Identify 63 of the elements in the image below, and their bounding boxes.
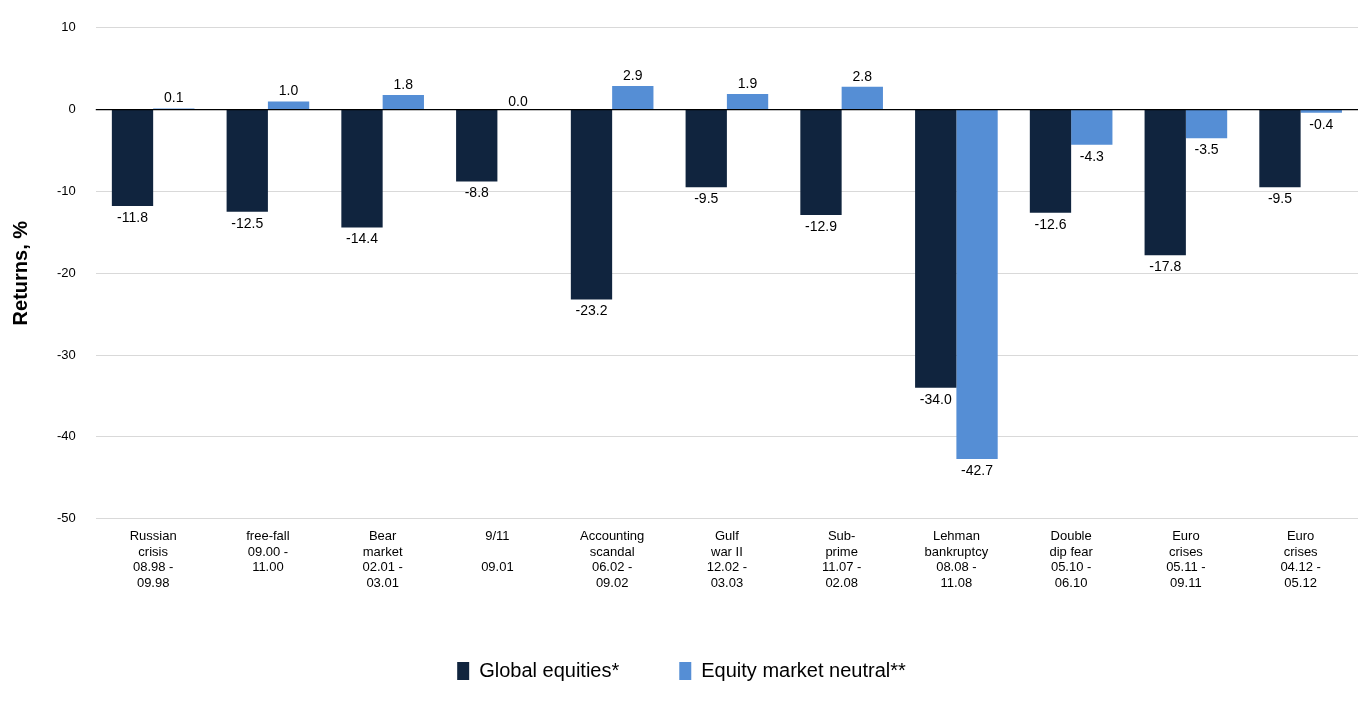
- bar: [1071, 110, 1113, 145]
- legend-label: Equity market neutral**: [701, 658, 907, 681]
- bar: [341, 110, 383, 228]
- data-label: -0.4: [1309, 115, 1334, 132]
- bar: [570, 110, 613, 300]
- x-tick-label: Gulf war II 12.02 - 03.03: [706, 527, 748, 590]
- x-tick-label: Lehman bankruptcy 08.08 - 11.08: [924, 527, 989, 590]
- data-label: -12.6: [1034, 215, 1067, 232]
- data-label: -3.5: [1194, 141, 1219, 158]
- data-label: -23.2: [575, 302, 608, 319]
- y-tick-label: -50: [56, 510, 76, 526]
- data-label: -17.8: [1149, 258, 1182, 275]
- legend-label: Global equities*: [479, 658, 620, 681]
- data-label: -4.3: [1079, 147, 1105, 164]
- data-label: -12.5: [231, 214, 264, 231]
- bar: [1029, 110, 1072, 213]
- bar: [456, 110, 498, 182]
- bar: [1259, 110, 1301, 188]
- bar: [841, 86, 883, 110]
- data-label: -12.9: [805, 217, 838, 234]
- x-tick-label: free-fall 09.00 - 11.00: [246, 527, 290, 575]
- data-label: -34.0: [919, 390, 952, 407]
- data-label: 1.9: [737, 74, 758, 91]
- bar: [915, 110, 957, 388]
- bar: [1144, 110, 1186, 256]
- bar: [956, 110, 998, 459]
- y-tick-label: 0: [68, 101, 76, 117]
- bar: [1300, 110, 1342, 113]
- x-tick-label: Double dip fear 05.10 - 06.10: [1049, 527, 1094, 590]
- data-label: -11.8: [117, 208, 149, 225]
- bar: [612, 85, 654, 110]
- category-label: 9/11 09.01: [481, 527, 514, 575]
- data-label: 1.8: [393, 75, 414, 92]
- bar: [111, 110, 154, 207]
- data-label: 2.8: [852, 67, 873, 84]
- data-label: -14.4: [346, 230, 379, 247]
- bar: [800, 110, 842, 216]
- data-label: 0.1: [164, 89, 184, 106]
- data-label: -9.5: [694, 190, 719, 207]
- data-label: 0.0: [508, 92, 528, 109]
- bar: [382, 94, 424, 110]
- data-label: -9.5: [1267, 190, 1293, 207]
- bar: [726, 94, 769, 110]
- y-tick-label: -40: [56, 428, 76, 444]
- y-tick-label: -30: [56, 346, 76, 362]
- x-tick-label: Sub- prime 11.07 - 02.08: [821, 527, 862, 590]
- data-label: 1.0: [278, 82, 299, 99]
- x-tick-label: Euro crises 05.11 - 09.11: [1166, 527, 1206, 590]
- x-tick-label: Bear market 02.01 - 03.01: [362, 527, 403, 590]
- x-tick-label: Russian crisis 08.98 - 09.98: [129, 527, 177, 590]
- y-axis-title: Returns, %: [8, 220, 31, 326]
- bar: [267, 101, 310, 110]
- bar: [685, 110, 727, 188]
- y-tick-label: 10: [61, 19, 76, 35]
- bar: [226, 110, 268, 212]
- y-tick-label: -10: [56, 182, 76, 198]
- x-tick-label: Accounting scandal 06.02 - 09.02: [579, 527, 645, 590]
- y-tick-label: -20: [56, 264, 76, 280]
- data-label: -8.8: [464, 184, 490, 201]
- data-label: 2.9: [623, 66, 643, 83]
- x-tick-label: Euro crises 04.12 - 05.12: [1280, 527, 1321, 590]
- data-label: -42.7: [961, 461, 994, 478]
- bar: [1185, 110, 1228, 139]
